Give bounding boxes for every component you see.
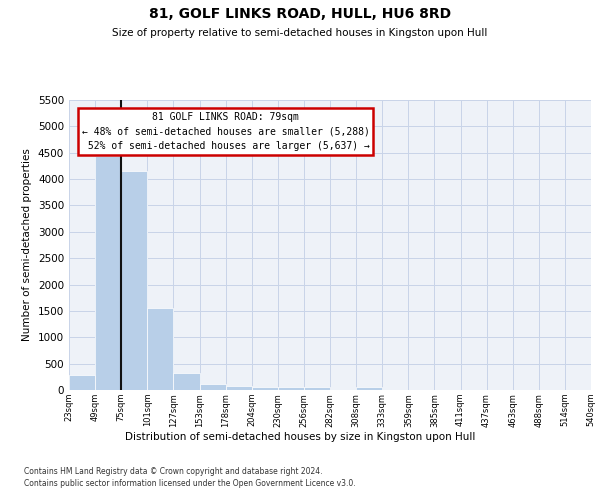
Text: Distribution of semi-detached houses by size in Kingston upon Hull: Distribution of semi-detached houses by …	[125, 432, 475, 442]
Bar	[148, 308, 173, 390]
Bar	[69, 375, 95, 390]
Text: Contains HM Land Registry data © Crown copyright and database right 2024.: Contains HM Land Registry data © Crown c…	[24, 468, 323, 476]
Text: Contains public sector information licensed under the Open Government Licence v3: Contains public sector information licen…	[24, 478, 356, 488]
Bar	[121, 170, 148, 390]
Bar	[226, 386, 252, 390]
Bar	[304, 387, 330, 390]
Text: 81 GOLF LINKS ROAD: 79sqm
← 48% of semi-detached houses are smaller (5,288)
 52%: 81 GOLF LINKS ROAD: 79sqm ← 48% of semi-…	[82, 112, 370, 152]
Bar	[252, 387, 278, 390]
Bar	[278, 387, 304, 390]
Text: 81, GOLF LINKS ROAD, HULL, HU6 8RD: 81, GOLF LINKS ROAD, HULL, HU6 8RD	[149, 8, 451, 22]
Bar	[199, 384, 226, 390]
Bar	[356, 387, 382, 390]
Bar	[173, 373, 199, 390]
Bar	[95, 156, 121, 390]
Y-axis label: Number of semi-detached properties: Number of semi-detached properties	[22, 148, 32, 342]
Text: Size of property relative to semi-detached houses in Kingston upon Hull: Size of property relative to semi-detach…	[112, 28, 488, 38]
